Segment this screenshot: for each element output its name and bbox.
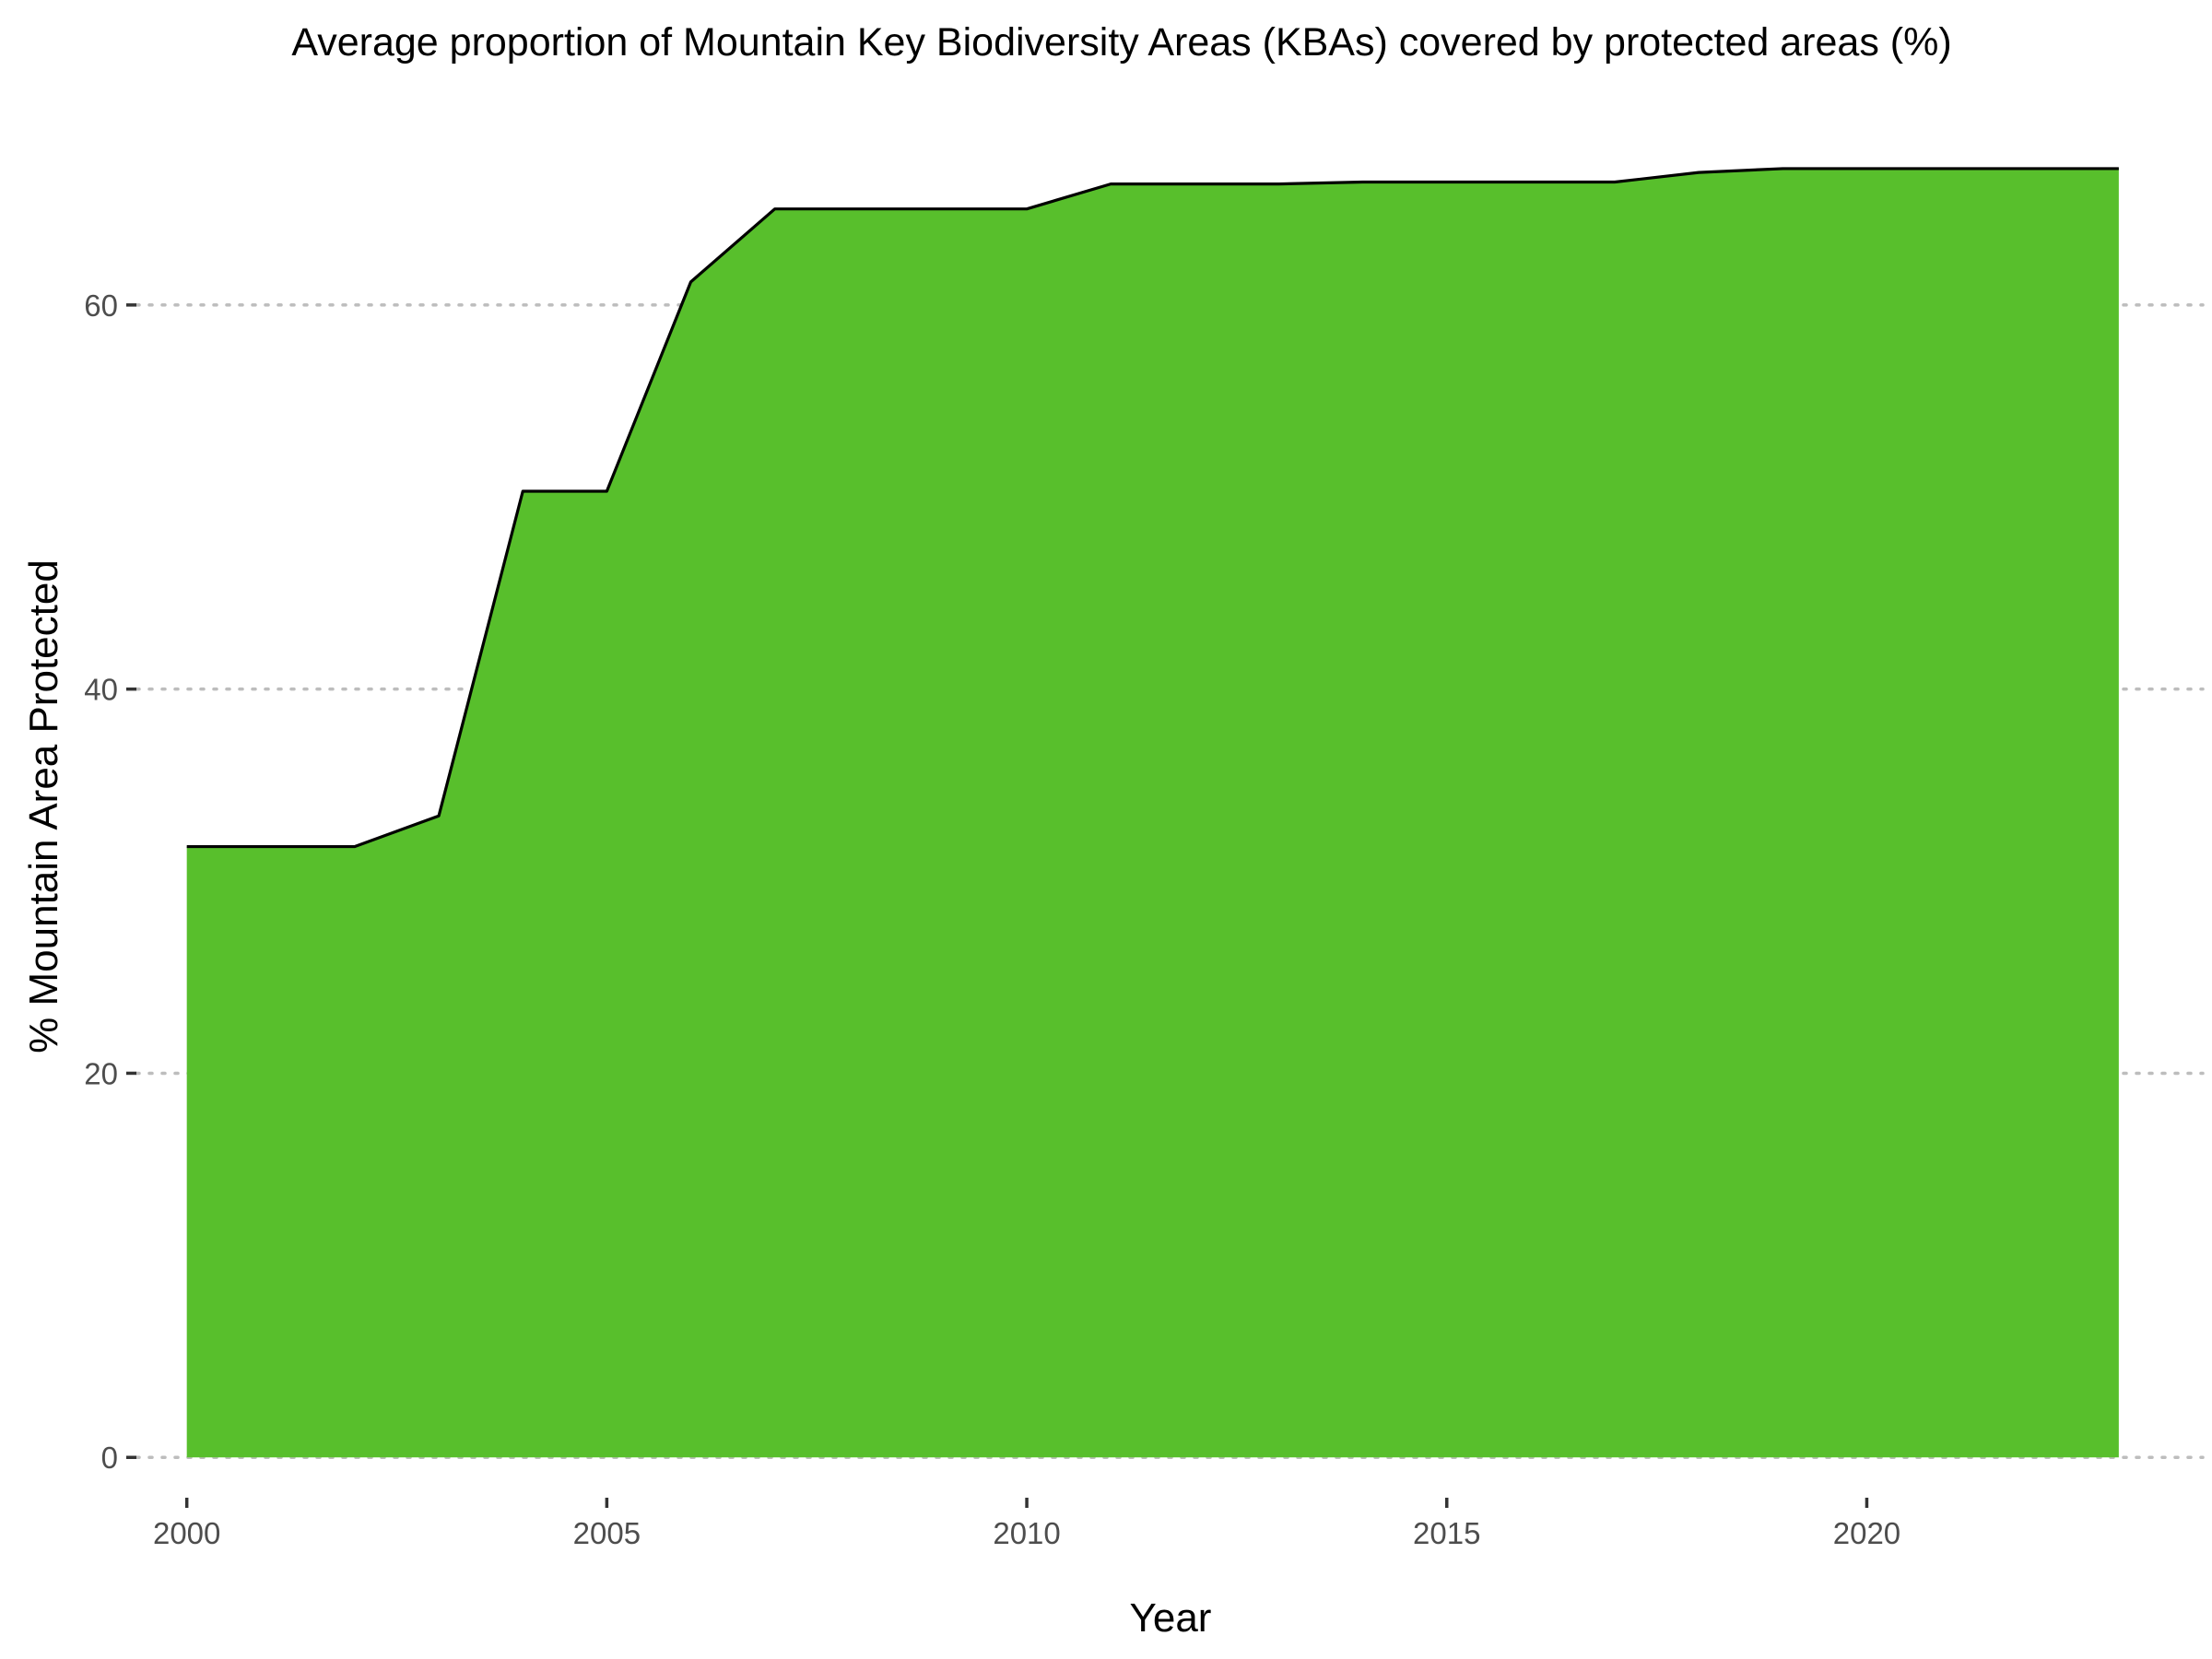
x-tick-label-2010: 2010 — [993, 1516, 1060, 1550]
y-tick-label-0: 0 — [101, 1441, 118, 1475]
x-tick-label-2015: 2015 — [1413, 1516, 1480, 1550]
y-axis: 0 20 40 60 — [84, 288, 136, 1475]
x-tick-label-2020: 2020 — [1833, 1516, 1900, 1550]
chart-title: Average proportion of Mountain Key Biodi… — [291, 20, 1951, 65]
x-tick-label-2000: 2000 — [153, 1516, 220, 1550]
y-tick-label-40: 40 — [84, 673, 118, 707]
x-axis-title: Year — [1130, 1595, 1212, 1641]
y-axis-title: % Mountain Area Protected — [21, 559, 66, 1053]
area-series-fill — [186, 168, 2119, 1458]
x-tick-label-2005: 2005 — [573, 1516, 641, 1550]
y-tick-label-60: 60 — [84, 288, 118, 323]
area-series-line — [186, 167, 2119, 849]
y-tick-label-20: 20 — [84, 1056, 118, 1090]
x-axis: 2000 2005 2010 2015 2020 — [153, 1498, 1900, 1550]
plot-area — [186, 167, 2119, 1458]
